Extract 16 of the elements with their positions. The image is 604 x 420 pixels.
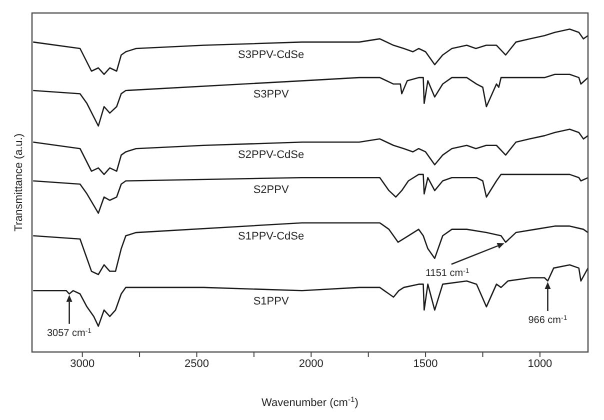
x-tick-label: 2000 (298, 358, 324, 370)
series-label: S2PPV-CdSe (238, 149, 304, 162)
x-tick-label: 2500 (184, 358, 209, 370)
x-tick-label: 3000 (70, 358, 95, 370)
series-label: S2PPV (253, 184, 290, 196)
series-label: S1PPV (253, 296, 290, 308)
annotation: 1151 cm$^{-1}$ (425, 268, 470, 280)
x-tick-label: 1500 (413, 358, 438, 370)
x-tick-label: 1000 (528, 358, 552, 370)
annotation: 3057 cm$^{-1}$ (47, 327, 92, 339)
series-label: S1PPV-CdSe (238, 230, 304, 243)
series-label: S3PPV-CdSe (238, 49, 304, 62)
y-axis-title: Transmittance (a.u.) (13, 133, 25, 232)
x-axis-title: Wavenumber (cm$^{-1}$) (262, 394, 358, 409)
series-label: S3PPV (253, 88, 290, 100)
annotation: 966 cm$^{-1}$ (528, 314, 568, 326)
